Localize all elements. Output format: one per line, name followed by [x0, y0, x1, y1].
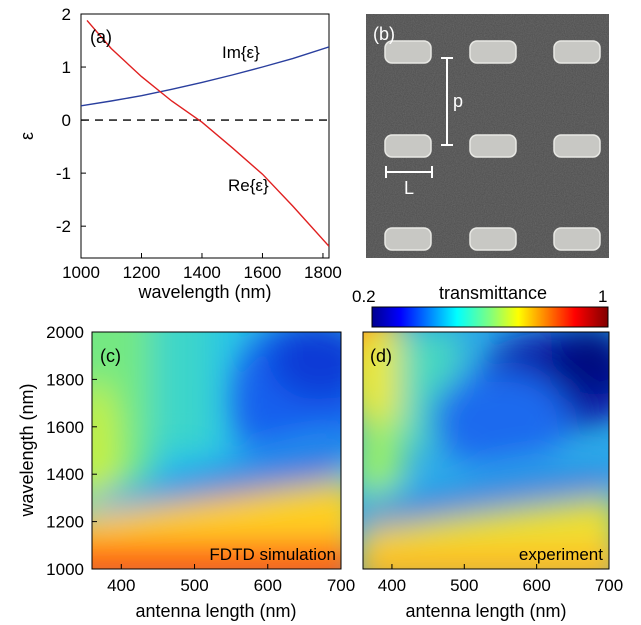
panel-a-frame	[80, 13, 330, 259]
panel-a-label: (a)	[90, 27, 112, 47]
panel-d-heatmap	[363, 332, 609, 569]
panel-c-frame	[91, 331, 342, 570]
panel-d-xlabel: antenna length (nm)	[405, 601, 566, 621]
panel-a-xtick-label: 1600	[244, 263, 282, 282]
colorbar-min-label: 0.2	[352, 287, 376, 306]
antenna	[384, 134, 432, 158]
colorbar-max-label: 1	[598, 287, 607, 306]
panel-a-ytick-label: 1	[62, 58, 71, 77]
im-eps-series-line	[81, 46, 329, 107]
length-label: L	[404, 178, 414, 198]
panel-c: 400 500 600 700 1000 1200 1400 1600 1800 2000 (c)…	[17, 323, 355, 621]
period-label: p	[453, 91, 463, 111]
panel-a-xtick-label: 1000	[62, 263, 100, 282]
panel-a-ytick-label: 2	[62, 5, 71, 24]
panel-c-xtick-label: 600	[254, 576, 282, 595]
panel-a-xtick-label: 1400	[183, 263, 221, 282]
panel-c-ytick-label: 2000	[46, 323, 84, 342]
colorbar: 0.2 1 transmittance	[352, 283, 609, 328]
panel-c-ylabel: wavelength (nm)	[17, 383, 37, 517]
panel-c-label: (c)	[100, 346, 121, 366]
im-eps-label: Im{ε}	[222, 43, 260, 62]
panel-d-xtick-label: 400	[378, 576, 406, 595]
antenna	[553, 134, 601, 158]
panel-c-ytick-label: 1000	[46, 560, 84, 579]
antenna	[553, 227, 601, 251]
re-eps-series-line	[86, 19, 329, 247]
panel-c-xtick-label: 500	[180, 576, 208, 595]
panel-a-ylabel: ε	[17, 132, 37, 140]
antenna-array	[384, 40, 601, 251]
panel-d-label: (d)	[370, 346, 392, 366]
panel-c-xtick-label: 700	[327, 576, 355, 595]
panel-a-xtick-label: 1800	[304, 263, 342, 282]
panel-a-series	[81, 19, 329, 247]
panel-a: 1000 1200 1400 1600 1800 -2 -1 0 1 2 (a) Im{ε} Re…	[17, 5, 342, 302]
panel-c-heatmap	[92, 332, 341, 569]
antenna	[384, 227, 432, 251]
antenna	[469, 227, 517, 251]
panel-c-ticks: 400 500 600 700 1000 1200 1400 1600 1800 2000	[46, 323, 355, 595]
re-eps-label: Re{ε}	[228, 176, 269, 195]
panel-d-ticks: 400 500 600 700	[378, 564, 623, 595]
colorbar-label: transmittance	[439, 283, 547, 303]
panel-d-annotation: experiment	[519, 545, 603, 564]
panel-c-xtick-label: 400	[107, 576, 135, 595]
panel-a-ytick-label: -2	[56, 217, 71, 236]
panel-b: (b) p L	[366, 14, 609, 258]
panel-c-ytick-label: 1200	[46, 513, 84, 532]
panel-d-xtick-label: 600	[522, 576, 550, 595]
panel-d: 400 500 600 700 (d) experiment antenna leng…	[362, 331, 623, 621]
panel-b-label: (b)	[373, 24, 395, 44]
panel-a-ticks: 1000 1200 1400 1600 1800 -2 -1 0 1 2	[56, 5, 342, 282]
panel-a-ytick-label: 0	[62, 111, 71, 130]
panel-c-annotation: FDTD simulation	[209, 545, 336, 564]
panel-a-ytick-label: -1	[56, 164, 71, 183]
antenna	[553, 40, 601, 64]
panel-a-xlabel: wavelength (nm)	[137, 282, 271, 302]
antenna	[384, 40, 432, 64]
panel-c-ytick-label: 1400	[46, 465, 84, 484]
panel-d-xtick-label: 700	[595, 576, 623, 595]
panel-d-xtick-label: 500	[450, 576, 478, 595]
panel-c-xlabel: antenna length (nm)	[135, 601, 296, 621]
antenna	[469, 134, 517, 158]
panel-c-ytick-label: 1800	[46, 370, 84, 389]
panel-c-ytick-label: 1600	[46, 418, 84, 437]
panel-d-frame	[362, 331, 610, 570]
antenna	[469, 40, 517, 64]
colorbar-gradient	[371, 306, 609, 328]
panel-a-xtick-label: 1200	[123, 263, 161, 282]
